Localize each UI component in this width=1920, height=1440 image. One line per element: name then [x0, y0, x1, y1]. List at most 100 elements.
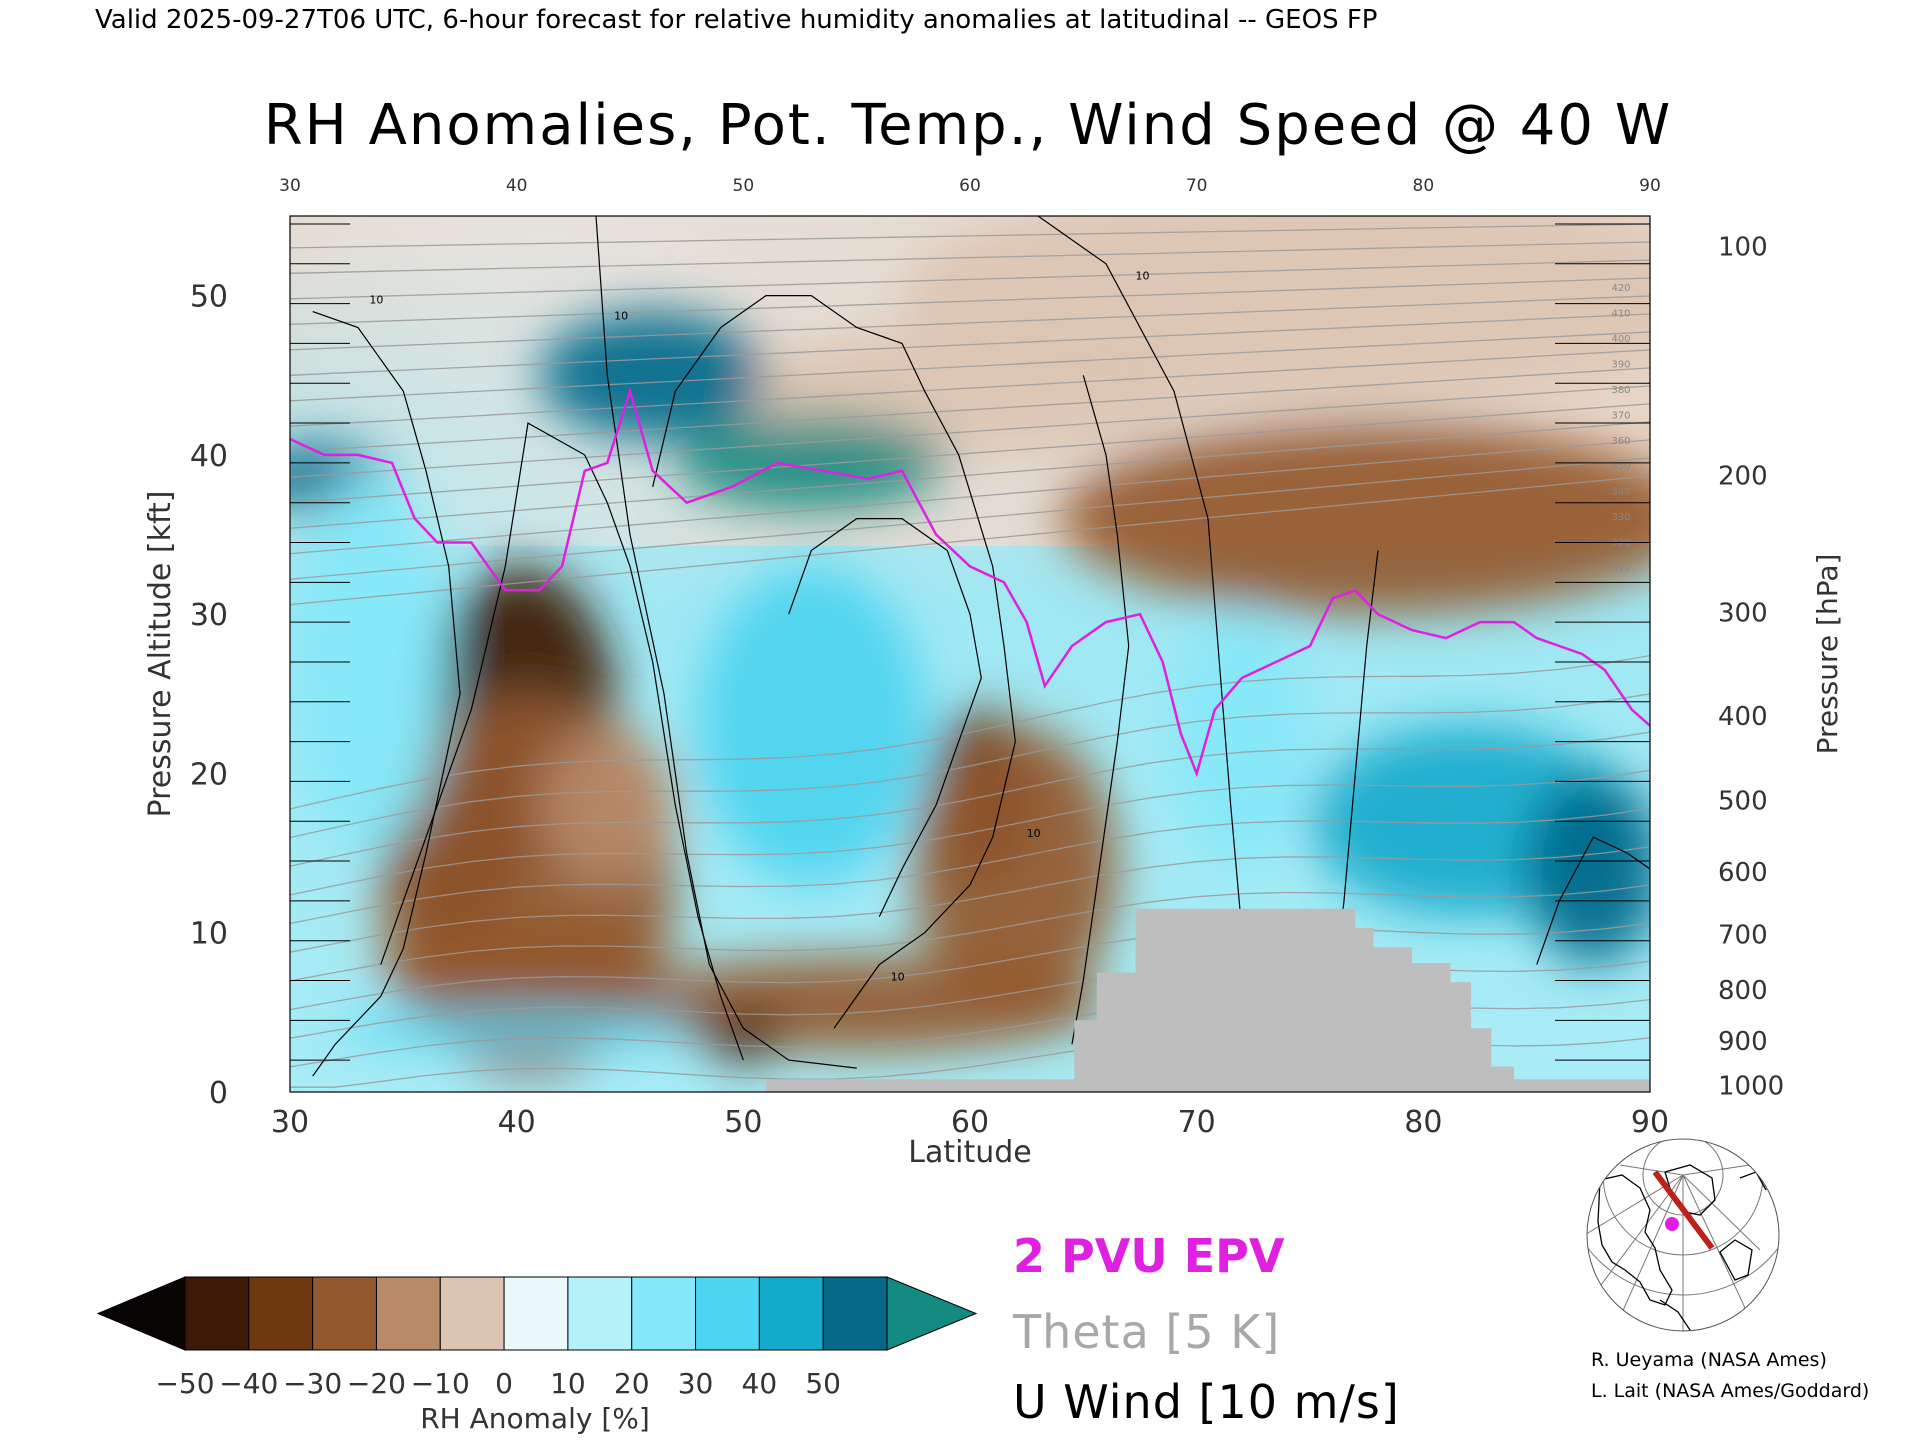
pressure-tick-label: 100	[1718, 232, 1768, 262]
colorbar-tick-label: 0	[495, 1367, 513, 1400]
map-marker	[1665, 1217, 1679, 1231]
pressure-tick-label: 800	[1718, 976, 1768, 1006]
theta-label: 370	[1611, 410, 1630, 421]
colorbar-swatch	[248, 1276, 314, 1351]
colorbar-tick-labels: −50 −40 −30 −20 −10 0 10 20 30 40 50	[155, 1367, 841, 1400]
theta-contour-line	[290, 846, 1650, 953]
u-wind-contour-line	[652, 295, 1016, 1029]
theta-label: 410	[1611, 308, 1630, 319]
theta-contour-line	[290, 241, 1650, 274]
y-tick-label: 20	[190, 757, 228, 792]
rh-anomaly-region	[1525, 773, 1650, 965]
y-tick-label: 50	[190, 280, 228, 315]
pressure-tick-label: 600	[1718, 858, 1768, 888]
rh-anomaly-region	[539, 725, 676, 885]
pressure-tick-label: 700	[1718, 920, 1768, 950]
u-wind-contour-label: 10	[614, 310, 628, 323]
theta-contour-line	[290, 439, 1650, 555]
legend-theta: Theta [5 K]	[1012, 1305, 1280, 1359]
legend-epv: 2 PVU EPV	[1013, 1229, 1285, 1283]
u-wind-contour-line	[1071, 375, 1130, 1045]
y-axis-label: Pressure Altitude [kft]	[143, 491, 178, 818]
u-wind-contour-label: 10	[369, 294, 383, 307]
rh-anomaly-field	[290, 216, 1650, 1077]
legend: 2 PVU EPV Theta [5 K] U Wind [10 m/s]	[1012, 1229, 1400, 1429]
rh-anomaly-region	[913, 725, 1118, 1013]
theta-contours: 420 410 400 390 380 370 360 350 340 330 320 310	[290, 223, 1650, 1088]
colorbar-swatch	[312, 1276, 377, 1351]
y-tick-label: 0	[209, 1076, 228, 1111]
x-top-tick-label: 80	[1413, 176, 1435, 196]
x-top-tick-label: 60	[959, 176, 981, 196]
map-route	[1652, 1170, 1715, 1250]
x-tick-label: 50	[724, 1105, 762, 1140]
y-tick-label: 30	[190, 598, 228, 633]
u-wind-contour-line	[312, 311, 461, 1077]
theta-contour-line	[290, 693, 1650, 839]
x-tick-label: 80	[1404, 1105, 1442, 1140]
theta-contour-line	[290, 223, 1650, 249]
theta-contour-line	[290, 367, 1650, 453]
rh-anomaly-region	[902, 216, 1650, 408]
x-tick-label: 60	[951, 1105, 989, 1140]
theta-label: 420	[1611, 283, 1630, 294]
x-top-tick-label: 90	[1639, 176, 1661, 196]
theta-contour-line	[290, 259, 1650, 300]
theta-contour-line	[290, 421, 1650, 529]
u-wind-contour-label: 10	[1027, 827, 1041, 840]
pressure-tick-label: 900	[1718, 1027, 1768, 1057]
colorbar-swatch	[631, 1276, 697, 1351]
theta-contour-line	[290, 295, 1650, 351]
theta-label: 340	[1611, 487, 1630, 498]
theta-contour-line	[290, 475, 1650, 606]
locator-map	[1558, 1138, 1780, 1332]
x-top-tick-label: 40	[506, 176, 528, 196]
y-axis-left: 0 10 20 30 40 50	[190, 280, 228, 1111]
theta-contour-line	[290, 922, 1650, 1011]
colorbar-tick-label: 30	[678, 1367, 714, 1400]
colorbar-tick-label: 40	[742, 1367, 778, 1400]
theta-label: 330	[1611, 512, 1630, 523]
colorbar-tick-label: −50	[155, 1367, 214, 1400]
colorbar-tick-label: −40	[219, 1367, 278, 1400]
theta-label: 390	[1611, 359, 1630, 370]
rh-anomaly-region	[380, 916, 653, 1013]
x-tick-label: 40	[498, 1105, 536, 1140]
rh-anomaly-region	[290, 470, 449, 854]
u-wind-contour-label: 10	[891, 971, 905, 984]
u-wind-contour-line	[380, 422, 744, 1061]
legend-wind: U Wind [10 m/s]	[1013, 1375, 1400, 1429]
pressure-level-rules	[290, 223, 1650, 1061]
theta-contour-line	[290, 313, 1650, 376]
colorbar-tick-label: −30	[283, 1367, 342, 1400]
colorbar	[96, 1276, 978, 1351]
chart-title: RH Anomalies, Pot. Temp., Wind Speed @ 4…	[264, 93, 1672, 158]
colorbar-swatch	[567, 1276, 633, 1351]
rh-anomaly-region	[1060, 423, 1650, 615]
colorbar-swatch	[439, 1276, 505, 1351]
theta-contour-line	[290, 884, 1650, 982]
theta-contour-line	[290, 403, 1650, 504]
x-top-tick-label: 50	[733, 176, 755, 196]
theta-label: 350	[1611, 461, 1630, 472]
rh-anomaly-region	[607, 956, 1106, 1053]
colorbar-tick-label: 20	[614, 1367, 650, 1400]
theta-label: 380	[1611, 385, 1630, 396]
rh-anomaly-region	[698, 566, 925, 885]
terrain-mask	[766, 908, 1650, 1092]
pressure-tick-label: 400	[1718, 702, 1768, 732]
rh-anomaly-region	[539, 311, 767, 439]
theta-contour-line	[290, 385, 1650, 478]
colorbar-tick-label: −20	[347, 1367, 406, 1400]
x-axis-bottom: 30 40 50 60 70 80 90	[271, 1105, 1669, 1140]
pressure-tick-label: 300	[1718, 599, 1768, 629]
credit-line-1: R. Ueyama (NASA Ames)	[1591, 1349, 1827, 1371]
y-axis-right-pressure: 100 200 300 400 500 600 700 800 900 1000	[1718, 232, 1784, 1101]
theta-contour-line	[290, 349, 1650, 427]
x-tick-label: 70	[1178, 1105, 1216, 1140]
u-wind-contour-line	[595, 216, 857, 1069]
pressure-tick-label: 1000	[1718, 1072, 1784, 1102]
theta-contour-line	[290, 277, 1650, 325]
theta-contour-line	[290, 457, 1650, 580]
